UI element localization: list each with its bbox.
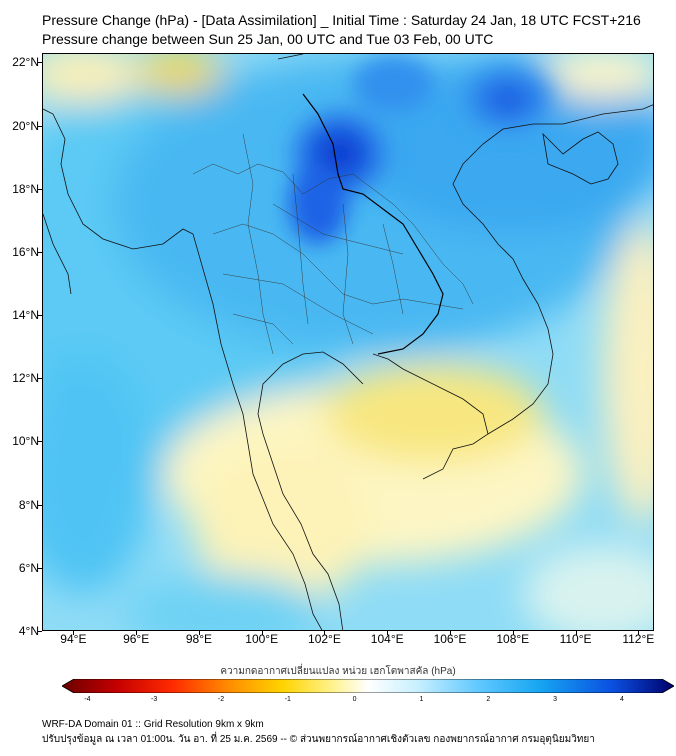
- lon-tick-mark: [136, 631, 138, 635]
- lat-tick-mark: [38, 251, 42, 253]
- pressure-change-map: [43, 54, 653, 630]
- lon-tick-label: 104°E: [370, 632, 404, 646]
- lat-tick-mark: [38, 567, 42, 569]
- lon-tick-label: 98°E: [185, 632, 212, 646]
- lon-tick-label: 110°E: [559, 632, 592, 646]
- lat-tick-label: 4°N: [18, 624, 39, 638]
- lon-tick-mark: [73, 631, 75, 635]
- lon-tick-label: 102°E: [308, 632, 341, 646]
- lat-tick-mark: [38, 441, 42, 443]
- lon-tick-mark: [450, 631, 451, 635]
- country-border: [302, 93, 444, 355]
- lon-tick-mark: [638, 631, 640, 635]
- lon-tick-label: 108°E: [496, 632, 530, 646]
- lon-tick-mark: [575, 631, 577, 635]
- lat-tick-mark: [38, 504, 42, 506]
- lat-tick-label: 20°N: [12, 118, 39, 133]
- lat-tick-label: 16°N: [12, 244, 39, 259]
- lon-tick-mark: [387, 631, 389, 635]
- colorbar-tick-label: 1: [419, 696, 424, 703]
- colorbar-tick-label: -4: [84, 696, 91, 703]
- lat-tick-label: 22°N: [12, 55, 39, 70]
- lat-tick-mark: [38, 62, 42, 64]
- lon-tick-mark: [324, 631, 326, 635]
- colorbar-tick-label: -3: [151, 696, 158, 703]
- colorbar-tick-label: 2: [486, 696, 491, 703]
- colorbar-tick-label: -1: [284, 696, 291, 703]
- lat-tick-mark: [38, 125, 42, 127]
- update-credit: ปรับปรุงข้อมูล ณ เวลา 01:00น. วัน อา. ที…: [42, 734, 595, 745]
- lat-tick-mark: [38, 188, 42, 190]
- lon-tick-label: 106°E: [433, 632, 467, 646]
- lon-tick-label: 96°E: [123, 632, 150, 646]
- map-title: Pressure Change (hPa) - [Data Assimilati…: [42, 12, 641, 28]
- colorbar-tick-label: 4: [619, 696, 624, 703]
- colorbar-tick-label: -2: [217, 696, 225, 703]
- lat-tick-label: 6°N: [18, 560, 39, 575]
- lat-tick-mark: [38, 315, 42, 317]
- lon-tick-mark: [261, 631, 263, 635]
- coastlines: [43, 54, 653, 630]
- admin-borders: [192, 133, 474, 355]
- lat-tick-mark: [38, 631, 42, 632]
- model-info: WRF-DA Domain 01 :: Grid Resolution 9km …: [42, 719, 264, 730]
- colorbar-title: ความกดอากาศเปลี่ยนแปลง หน่วย เฮกโตพาสคัล…: [220, 666, 456, 677]
- lon-tick-label: 112°E: [622, 632, 655, 646]
- colorbar-tick-label: 0: [352, 696, 357, 703]
- lon-tick-mark: [512, 631, 514, 635]
- map-panel: [42, 53, 654, 631]
- lon-tick-mark: [198, 631, 200, 635]
- lat-tick-label: 10°N: [12, 434, 39, 449]
- pressure-fall-centers: [279, 56, 563, 244]
- colorbar-tick-label: 3: [553, 696, 558, 703]
- lon-tick-label: 94°E: [60, 632, 87, 646]
- map-subtitle: Pressure change between Sun 25 Jan, 00 U…: [42, 31, 494, 47]
- lon-tick-label: 100°E: [245, 632, 279, 646]
- lat-tick-mark: [38, 378, 42, 380]
- colorbar: [61, 678, 675, 694]
- lat-tick-label: 14°N: [12, 308, 39, 323]
- colorbar-scale: [61, 678, 675, 694]
- lat-tick-label: 18°N: [12, 181, 39, 196]
- lat-tick-label: 8°N: [18, 497, 39, 512]
- lat-tick-label: 12°N: [12, 371, 39, 386]
